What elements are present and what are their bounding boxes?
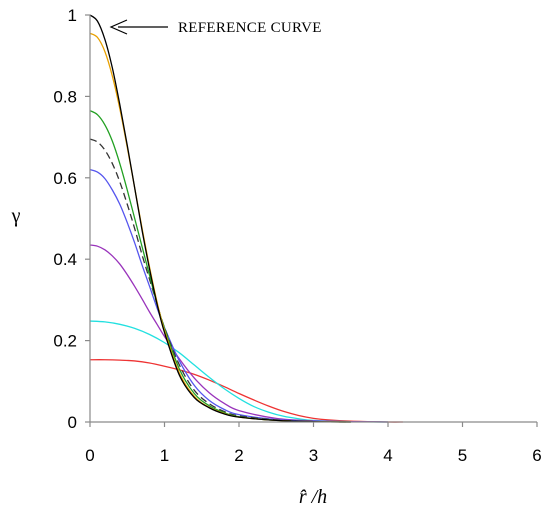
- x-axis-title: r̂ /h: [299, 486, 327, 508]
- y-tick-label: 1: [68, 6, 77, 25]
- y-tick-label: 0.8: [53, 87, 77, 106]
- series-line-1: [89, 14, 351, 423]
- y-tick-label: 0: [68, 413, 77, 432]
- plot-series: [89, 14, 403, 423]
- x-tick-label: 2: [234, 446, 243, 465]
- series-line-4: [89, 138, 351, 423]
- y-tick-label: 0.4: [53, 250, 77, 269]
- series-line-7: [89, 320, 389, 423]
- x-tick-label: 6: [532, 446, 541, 465]
- annotation-arrow-head: [109, 19, 128, 35]
- y-axis-title: γ: [11, 205, 21, 227]
- y-tick-label: 0.6: [53, 169, 77, 188]
- y-ticks: 0 0.2 0.4 0.6 0.8 1: [53, 6, 90, 432]
- x-tick-label: 4: [383, 446, 392, 465]
- x-ticks: 0 1 2 3 4 5 6: [85, 422, 542, 465]
- annotation-text: REFERENCE CURVE: [178, 20, 322, 36]
- x-tick-label: 5: [458, 446, 467, 465]
- y-tick-label: 0.2: [53, 332, 77, 351]
- series-line-8: [89, 359, 403, 423]
- x-tick-label: 0: [85, 446, 94, 465]
- x-tick-label: 3: [309, 446, 318, 465]
- x-tick-label: 1: [160, 446, 169, 465]
- series-line-6: [89, 244, 389, 423]
- reference-annotation: REFERENCE CURVE: [109, 19, 322, 36]
- series-line-5: [89, 169, 351, 423]
